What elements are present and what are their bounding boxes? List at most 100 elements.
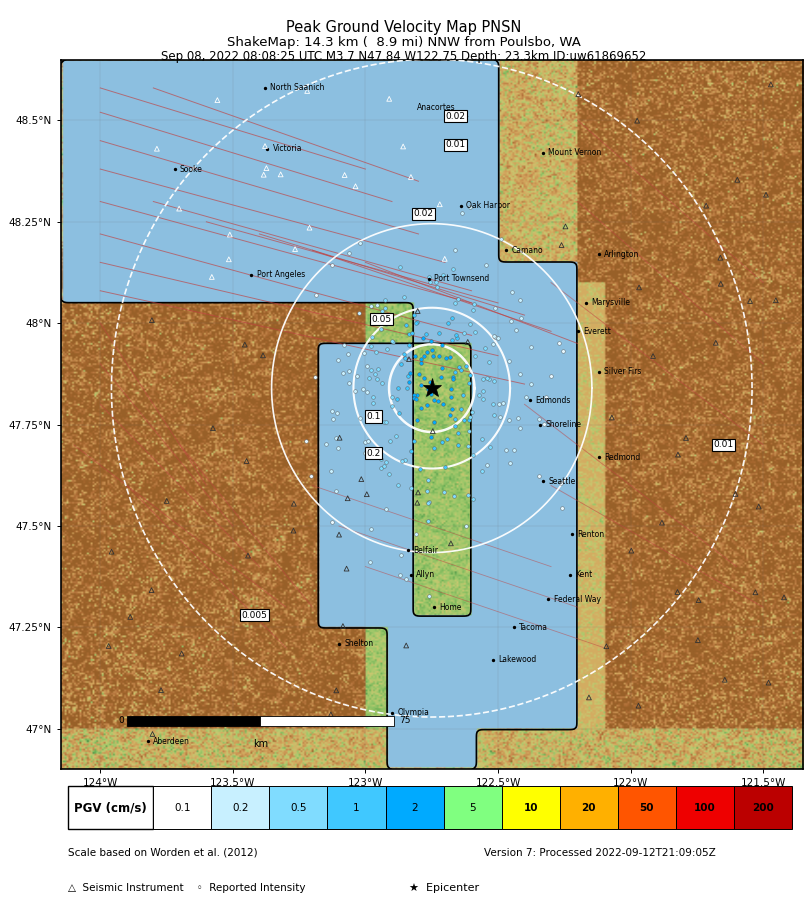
Point	[433, 197, 446, 212]
Text: Arlington: Arlington	[604, 250, 639, 258]
Point	[468, 348, 481, 363]
Text: Victoria: Victoria	[273, 145, 302, 153]
Point	[224, 227, 236, 242]
Point	[435, 338, 448, 353]
Point	[238, 337, 251, 352]
Point	[440, 351, 453, 365]
Point	[397, 347, 410, 362]
Point	[205, 269, 218, 284]
Point	[175, 646, 188, 660]
Point	[393, 259, 406, 274]
Point	[380, 317, 393, 332]
Point	[415, 352, 428, 366]
Point	[409, 527, 422, 541]
Point	[762, 675, 775, 690]
Point	[393, 568, 406, 583]
Point	[464, 200, 477, 214]
Point	[161, 494, 174, 508]
Point	[466, 492, 479, 507]
Text: 50: 50	[639, 802, 654, 812]
Point	[362, 371, 375, 386]
Point	[405, 325, 418, 340]
Point	[709, 335, 722, 350]
Point	[333, 431, 346, 445]
Point	[729, 486, 742, 501]
Point	[426, 424, 439, 439]
Text: Kent: Kent	[575, 571, 592, 579]
Point	[445, 401, 458, 416]
Text: 0.5: 0.5	[291, 802, 307, 812]
Point	[145, 313, 158, 328]
Point	[403, 352, 416, 366]
Point	[423, 589, 436, 604]
Point	[357, 381, 370, 396]
Bar	[261, 716, 394, 725]
Point	[469, 325, 482, 340]
Point	[397, 139, 410, 154]
Point	[439, 460, 452, 474]
Point	[508, 443, 521, 458]
Point	[764, 77, 777, 92]
Point	[714, 250, 727, 265]
Point	[449, 295, 462, 310]
Text: 0: 0	[119, 716, 124, 725]
Point	[431, 279, 444, 294]
Point	[759, 188, 772, 202]
Text: Camano: Camano	[512, 245, 543, 255]
Point	[366, 396, 379, 410]
Point	[460, 518, 473, 533]
Point	[559, 219, 572, 234]
Bar	[328, 787, 386, 829]
Point	[429, 275, 442, 289]
Point	[363, 554, 376, 569]
Text: Aberdeen: Aberdeen	[153, 736, 190, 746]
Point	[257, 348, 270, 363]
Point	[326, 258, 339, 273]
Point	[513, 366, 526, 381]
Point	[545, 369, 558, 384]
Point	[671, 584, 684, 599]
Text: 0.2: 0.2	[232, 802, 249, 812]
Point	[583, 690, 596, 704]
Text: Scale based on Worden et al. (2012): Scale based on Worden et al. (2012)	[68, 847, 257, 857]
Point	[361, 385, 374, 399]
Point	[506, 285, 519, 300]
Text: Anacortes: Anacortes	[417, 104, 456, 113]
Point	[437, 268, 449, 283]
Point	[364, 339, 377, 354]
Point	[342, 364, 355, 378]
Point	[556, 344, 569, 358]
Point	[358, 346, 370, 361]
Point	[408, 348, 421, 363]
Point	[434, 370, 447, 385]
Point	[605, 410, 618, 425]
Point	[778, 590, 791, 605]
Point	[424, 375, 437, 389]
Point	[504, 313, 517, 328]
Point	[411, 413, 424, 428]
Point	[435, 434, 448, 449]
Point	[433, 326, 445, 341]
Text: Silver Firs: Silver Firs	[604, 367, 642, 376]
Text: 1: 1	[353, 802, 360, 812]
Point	[405, 443, 418, 458]
Point	[352, 306, 365, 321]
Point	[370, 371, 383, 386]
Point	[503, 354, 516, 369]
Point	[475, 463, 488, 478]
Point	[572, 87, 585, 102]
Point	[331, 406, 344, 420]
Point	[287, 523, 300, 538]
Text: 5: 5	[469, 802, 476, 812]
Text: Everett: Everett	[583, 327, 611, 336]
Point	[399, 572, 412, 586]
Point	[482, 371, 495, 386]
Point	[448, 243, 461, 257]
Point	[444, 350, 457, 365]
Point	[452, 360, 465, 375]
Point	[353, 410, 366, 425]
Point	[433, 349, 445, 364]
Point	[473, 387, 486, 402]
Point	[341, 347, 354, 362]
Point	[383, 92, 395, 106]
